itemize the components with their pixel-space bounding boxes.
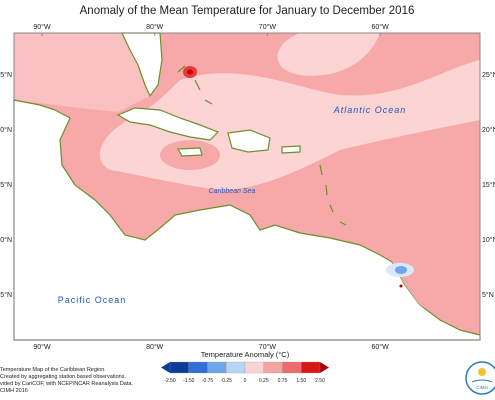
logo-wave bbox=[471, 379, 493, 383]
anomaly-spot bbox=[399, 284, 403, 288]
anomaly-zone bbox=[14, 33, 150, 112]
title: Anomaly of the Mean Temperature for Janu… bbox=[80, 5, 415, 17]
ocean-label: Atlantic Ocean bbox=[333, 105, 407, 115]
legend-arrow bbox=[161, 362, 170, 373]
lon-label: 60°W bbox=[371, 343, 389, 351]
lat-label: 10°N bbox=[482, 236, 495, 244]
map-frame bbox=[13, 32, 481, 341]
legend-tick-label: -1.50 bbox=[183, 378, 195, 384]
lon-label: 90°W bbox=[33, 343, 51, 351]
legend-swatch bbox=[169, 361, 189, 374]
anomaly-zone bbox=[277, 33, 380, 76]
legend-swatch bbox=[226, 361, 246, 374]
legend-tick-label: 0 bbox=[244, 378, 247, 384]
legend-tick-label: -0.25 bbox=[221, 378, 233, 384]
logo: CIMH bbox=[465, 361, 495, 395]
logo-ring bbox=[465, 361, 495, 395]
lon-label: 80°W bbox=[146, 23, 164, 31]
hispaniola bbox=[227, 129, 271, 153]
lat-label: 25°N bbox=[0, 71, 12, 79]
footer-line: Temperature Map of the Caribbean Region. bbox=[0, 367, 106, 373]
lat-label: 15°N bbox=[0, 181, 12, 189]
lon-label: 90°W bbox=[33, 23, 51, 31]
legend-tick-label: -0.75 bbox=[202, 378, 214, 384]
legend-swatch bbox=[244, 361, 264, 374]
logo-sun bbox=[478, 368, 486, 376]
islands bbox=[177, 65, 347, 226]
lat-label: 5°N bbox=[482, 291, 494, 299]
lon-label: 80°W bbox=[146, 343, 164, 351]
anomaly-spot bbox=[187, 69, 193, 75]
legend-tick-label: 1.50 bbox=[296, 378, 306, 384]
legend-tick-label: 2.50 bbox=[315, 378, 325, 384]
legend-tick-label: 0.75 bbox=[278, 378, 288, 384]
legend-swatch bbox=[301, 361, 321, 374]
legend-tick-label: -2.50 bbox=[164, 378, 176, 384]
legend-swatch bbox=[188, 361, 208, 374]
footer-line: CIMH 2016 bbox=[0, 388, 28, 394]
legend-arrow bbox=[320, 362, 329, 373]
lat-label: 20°N bbox=[0, 126, 12, 134]
lon-label: 70°W bbox=[259, 23, 277, 31]
florida bbox=[121, 32, 163, 98]
sea-label: Caribbean Sea bbox=[209, 188, 256, 195]
anomaly-zone bbox=[392, 262, 480, 330]
lat-label: 20°N bbox=[482, 126, 495, 134]
legend: -2.50 -1.50 -0.75 -0.25 0 0.25 0.75 1.50 2.50 bbox=[161, 361, 329, 384]
ocean-label: Pacific Ocean bbox=[58, 295, 127, 305]
anomaly-spot bbox=[395, 266, 407, 274]
lon-label: 60°W bbox=[371, 23, 389, 31]
logo-text: CIMH bbox=[476, 385, 488, 390]
legend-swatch bbox=[282, 361, 302, 374]
lon-label: 70°W bbox=[259, 343, 277, 351]
lat-label: 5°N bbox=[0, 291, 12, 299]
jamaica bbox=[176, 147, 203, 157]
legend-swatch bbox=[207, 361, 227, 374]
land-and-pacific bbox=[13, 99, 481, 341]
legend-swatch bbox=[263, 361, 283, 374]
footer-line: vided by CariCOF, with NCEP/NCAR Reanaly… bbox=[0, 381, 133, 387]
legend-tick-label: 0.25 bbox=[259, 378, 269, 384]
lat-label: 10°N bbox=[0, 236, 12, 244]
graticule-labels: 90°W 90°W 80°W 80°W 70°W 70°W 60°W 60°W 25°N 25°N… bbox=[0, 23, 495, 351]
map-area bbox=[13, 32, 481, 341]
puerto-rico bbox=[281, 145, 301, 154]
lat-label: 15°N bbox=[482, 181, 495, 189]
cuba bbox=[116, 107, 220, 141]
footer-line: Created by aggregating station based obs… bbox=[0, 374, 126, 380]
legend-title: Temperature Anomaly (°C) bbox=[201, 350, 290, 359]
lat-label: 25°N bbox=[482, 71, 495, 79]
